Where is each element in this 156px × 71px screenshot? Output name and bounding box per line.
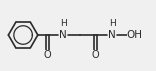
Text: OH: OH (127, 30, 143, 40)
Text: N: N (108, 30, 116, 40)
Text: H: H (109, 19, 116, 28)
Text: O: O (44, 50, 51, 60)
Text: O: O (92, 50, 100, 60)
Text: N: N (59, 30, 67, 40)
Text: H: H (60, 19, 67, 28)
